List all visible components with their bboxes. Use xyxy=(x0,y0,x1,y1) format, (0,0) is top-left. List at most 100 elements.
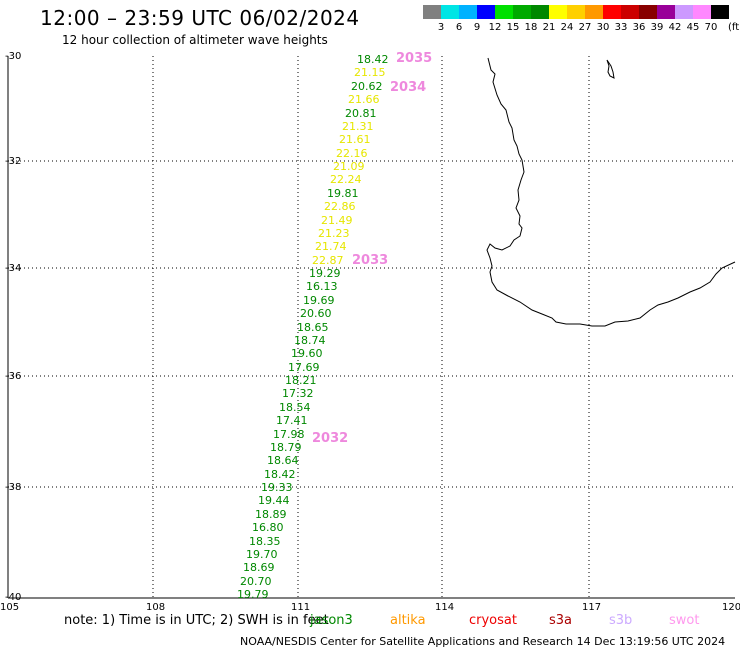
scale-swatch xyxy=(549,5,567,19)
scale-swatch xyxy=(585,5,603,19)
scale-swatch xyxy=(513,5,531,19)
wave-height-reading: 18.42 xyxy=(264,468,296,481)
lat-label: -34 xyxy=(5,263,22,274)
lon-label: 105 xyxy=(0,602,20,613)
coastline xyxy=(486,57,736,327)
wave-height-reading: 21.09 xyxy=(333,160,365,173)
scale-label: 33 xyxy=(614,22,628,33)
wave-height-reading: 16.13 xyxy=(306,280,338,293)
wave-height-reading: 18.89 xyxy=(255,508,287,521)
scale-swatch xyxy=(495,5,513,19)
lat-label: -30 xyxy=(5,51,22,62)
credits-footer: NOAA/NESDIS Center for Satellite Applica… xyxy=(240,635,726,648)
lat-label: -32 xyxy=(5,156,22,167)
wave-height-reading: 21.31 xyxy=(342,120,374,133)
lon-label: 117 xyxy=(582,602,602,613)
wave-height-reading: 19.29 xyxy=(309,267,341,280)
scale-swatch xyxy=(459,5,477,19)
scale-swatch xyxy=(441,5,459,19)
wave-height-reading: 18.69 xyxy=(243,561,275,574)
wave-height-reading: 19.60 xyxy=(291,347,323,360)
wave-height-reading: 20.70 xyxy=(240,575,272,588)
pass-label: 2032 xyxy=(312,431,349,446)
lon-label: 108 xyxy=(146,602,166,613)
wave-height-reading: 19.70 xyxy=(246,548,278,561)
scale-label: 30 xyxy=(596,22,610,33)
scale-swatch xyxy=(603,5,621,19)
wave-height-reading: 18.74 xyxy=(294,334,326,347)
wave-height-reading: 17.69 xyxy=(288,361,320,374)
wave-height-reading: 22.87 xyxy=(312,254,344,267)
wave-height-reading: 19.33 xyxy=(261,481,293,494)
map-title: 12:00 – 23:59 UTC 06/02/2024 xyxy=(40,6,360,30)
scale-label: 15 xyxy=(506,22,520,33)
satellite-name: s3b xyxy=(609,613,633,628)
wave-height-reading: 17.98 xyxy=(273,428,305,441)
scale-label: 12 xyxy=(488,22,502,33)
scale-swatch xyxy=(711,5,729,19)
wave-height-reading: 17.32 xyxy=(282,387,314,400)
wave-height-reading: 18.35 xyxy=(249,535,281,548)
scale-label: 3 xyxy=(437,22,445,33)
satellite-name: swot xyxy=(669,613,700,628)
scale-swatch xyxy=(657,5,675,19)
scale-label: 18 xyxy=(524,22,538,33)
graticule xyxy=(8,56,735,598)
wave-height-reading: 17.41 xyxy=(276,414,308,427)
lon-label: 111 xyxy=(291,602,311,613)
scale-unit: (ft) xyxy=(728,22,740,33)
lon-label: 114 xyxy=(435,602,455,613)
lat-label: -36 xyxy=(5,371,22,382)
wave-height-reading: 18.54 xyxy=(279,401,311,414)
scale-swatch xyxy=(423,5,441,19)
wave-height-reading: 21.49 xyxy=(321,214,353,227)
scale-label: 42 xyxy=(668,22,682,33)
wave-height-reading: 19.69 xyxy=(303,294,335,307)
wave-height-reading: 18.64 xyxy=(267,454,299,467)
wave-height-reading: 21.66 xyxy=(348,93,380,106)
map-frame xyxy=(7,56,735,599)
scale-swatch xyxy=(693,5,711,19)
pass-label: 2033 xyxy=(352,253,389,268)
scale-swatch xyxy=(531,5,549,19)
lon-label: 120 xyxy=(722,602,740,613)
lat-label: -38 xyxy=(5,482,22,493)
wave-height-reading: 20.60 xyxy=(300,307,332,320)
wave-height-reading: 18.42 xyxy=(357,53,389,66)
wave-height-reading: 20.62 xyxy=(351,80,383,93)
satellite-name: cryosat xyxy=(469,613,517,628)
scale-label: 9 xyxy=(473,22,481,33)
pass-label: 2034 xyxy=(390,80,427,95)
scale-swatch xyxy=(639,5,657,19)
scale-swatch xyxy=(621,5,639,19)
map-subtitle: 12 hour collection of altimeter wave hei… xyxy=(62,33,328,47)
scale-label: 6 xyxy=(455,22,463,33)
wave-height-reading: 21.15 xyxy=(354,66,386,79)
pass-label: 2035 xyxy=(396,51,433,66)
wave-height-reading: 19.81 xyxy=(327,187,359,200)
scale-label: 27 xyxy=(578,22,592,33)
wave-height-reading: 18.21 xyxy=(285,374,317,387)
wave-height-reading: 19.44 xyxy=(258,494,290,507)
scale-label: 70 xyxy=(704,22,718,33)
wave-height-reading: 19.79 xyxy=(237,588,269,601)
wave-height-reading: 22.24 xyxy=(330,173,362,186)
wave-height-reading: 16.80 xyxy=(252,521,284,534)
wave-height-reading: 21.61 xyxy=(339,133,371,146)
scale-label: 36 xyxy=(632,22,646,33)
scale-label: 39 xyxy=(650,22,664,33)
satellite-name: altika xyxy=(390,613,426,628)
wave-height-reading: 22.86 xyxy=(324,200,356,213)
satellite-name: jason3 xyxy=(310,613,353,628)
scale-swatch xyxy=(675,5,693,19)
scale-swatch xyxy=(477,5,495,19)
wave-height-reading: 21.23 xyxy=(318,227,350,240)
lat-label: -40 xyxy=(5,592,22,603)
wave-height-reading: 21.74 xyxy=(315,240,347,253)
wave-height-reading: 22.16 xyxy=(336,147,368,160)
scale-label: 21 xyxy=(542,22,556,33)
footnote: note: 1) Time is in UTC; 2) SWH is in fe… xyxy=(64,613,329,628)
scale-label: 45 xyxy=(686,22,700,33)
wave-height-reading: 20.81 xyxy=(345,107,377,120)
